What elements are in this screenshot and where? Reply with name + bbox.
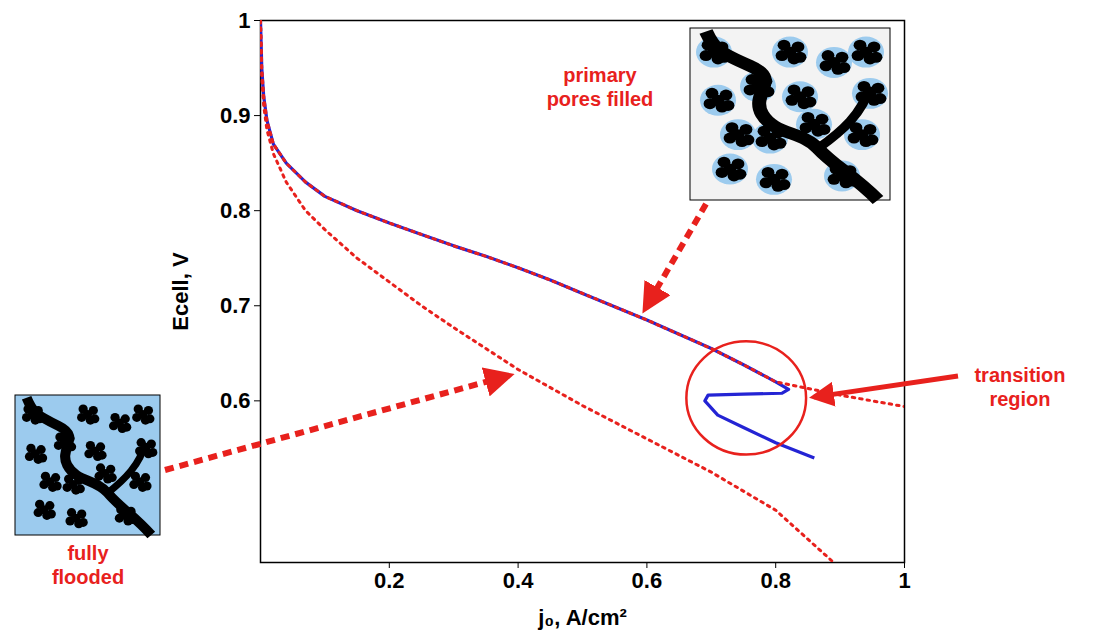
svg-text:0.6: 0.6 (220, 388, 251, 413)
svg-text:j₀, A/cm²: j₀, A/cm² (537, 605, 627, 630)
svg-text:0.9: 0.9 (220, 103, 251, 128)
svg-text:0.2: 0.2 (374, 568, 405, 593)
svg-text:1: 1 (238, 8, 250, 33)
svg-text:0.7: 0.7 (220, 293, 251, 318)
svg-text:0.4: 0.4 (503, 568, 534, 593)
svg-text:transitionregion: transitionregion (974, 364, 1065, 410)
svg-text:0.8: 0.8 (220, 198, 251, 223)
svg-text:primarypores filled: primarypores filled (547, 64, 654, 110)
svg-text:0.8: 0.8 (760, 568, 791, 593)
svg-text:1: 1 (898, 568, 910, 593)
svg-text:Ecell, V: Ecell, V (168, 252, 193, 331)
svg-text:fullyflooded: fullyflooded (52, 542, 124, 588)
svg-text:0.6: 0.6 (632, 568, 663, 593)
